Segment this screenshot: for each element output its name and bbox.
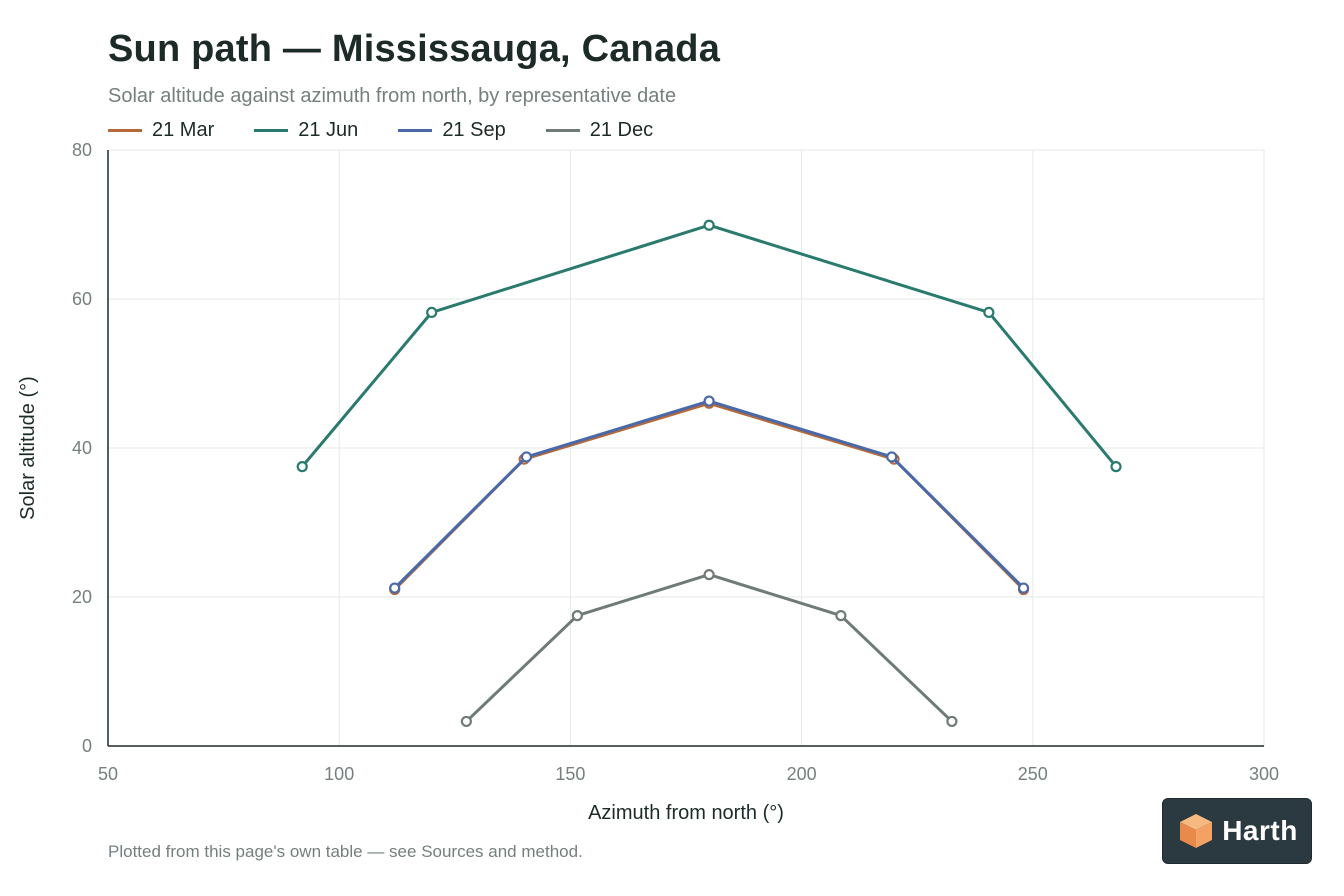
data-point — [389, 582, 401, 594]
legend-label-sep: 21 Sep — [442, 119, 506, 141]
legend-swatch-mar — [108, 129, 142, 132]
legend-item-sep: 21 Sep — [398, 119, 506, 142]
cube-logo-icon — [1180, 814, 1213, 848]
source-note: Plotted from this page's own table — see… — [108, 842, 583, 861]
data-point — [886, 451, 898, 463]
legend-label-jun: 21 Jun — [298, 119, 359, 141]
data-point — [460, 715, 472, 728]
x-tick-label: 150 — [555, 764, 585, 784]
y-tick-label: 40 — [72, 438, 92, 458]
x-axis-label: Azimuth from north (°) — [588, 802, 784, 824]
x-tick-label: 200 — [787, 764, 817, 784]
data-point — [1017, 582, 1030, 594]
legend-label-dec: 21 Dec — [589, 119, 654, 141]
logo-text: Harth — [1222, 815, 1298, 846]
data-point — [983, 306, 995, 319]
legend-item-mar: 21 Mar — [108, 119, 214, 142]
series-layer — [296, 219, 1122, 728]
series-line — [393, 399, 1026, 590]
legend: 21 Mar 21 Jun 21 Sep 21 Dec — [108, 119, 653, 142]
legend-swatch-jun — [254, 129, 289, 132]
data-point — [703, 219, 715, 231]
data-point — [946, 715, 958, 728]
series-21-jun — [296, 219, 1122, 473]
y-tick-label: 0 — [82, 736, 92, 756]
data-point — [520, 451, 533, 463]
y-axis-label: Solar altitude (°) — [17, 376, 39, 520]
axes — [107, 150, 1264, 747]
x-tick-label: 50 — [98, 764, 118, 784]
x-tick-label: 250 — [1018, 764, 1048, 784]
data-point — [703, 569, 715, 581]
data-point — [296, 461, 308, 473]
series-21-dec — [460, 569, 958, 728]
legend-swatch-sep — [398, 129, 433, 132]
harth-logo[interactable]: Harth — [1162, 798, 1312, 864]
data-point — [571, 610, 583, 622]
legend-swatch-dec — [545, 129, 580, 132]
y-tick-label: 60 — [72, 289, 92, 309]
data-point — [426, 306, 438, 319]
legend-item-dec: 21 Dec — [545, 119, 654, 142]
x-tick-label: 300 — [1249, 764, 1279, 784]
legend-item-jun: 21 Jun — [254, 119, 358, 142]
series-21-sep — [389, 395, 1030, 594]
series-line — [300, 223, 1118, 469]
data-point — [703, 395, 715, 407]
grid — [108, 149, 1265, 746]
data-point — [835, 610, 847, 622]
y-tick-label: 80 — [72, 140, 92, 160]
y-tick-label: 20 — [72, 587, 92, 607]
chart-subtitle: Solar altitude against azimuth from nort… — [108, 85, 677, 107]
series-line — [393, 401, 1026, 591]
data-point — [1110, 461, 1122, 473]
legend-label-mar: 21 Mar — [152, 119, 215, 141]
x-tick-label: 100 — [324, 764, 354, 784]
chart-title: Sun path — Mississauga, Canada — [108, 28, 721, 70]
tick-labels: 50 100 150 200 250 300 0 20 40 60 80 — [72, 140, 1279, 784]
